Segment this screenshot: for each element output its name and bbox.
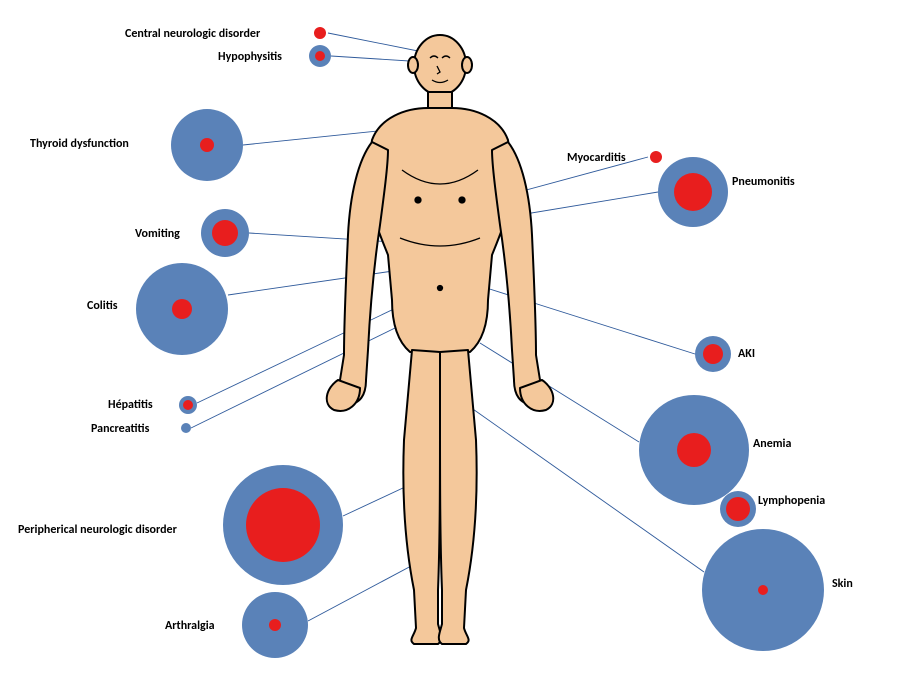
label-anemia: Anemia: [753, 438, 791, 451]
label-periph-neuro: Peripherical neurologic disorder: [18, 524, 177, 537]
label-skin: Skin: [832, 578, 853, 591]
label-pneumonitis: Pneumonitis: [732, 176, 795, 189]
label-vomiting: Vomiting: [135, 228, 180, 241]
label-lymphopenia: Lymphopenia: [758, 495, 825, 508]
label-central-neuro: Central neurologic disorder: [125, 28, 260, 41]
label-pancreatitis: Pancreatitis: [91, 423, 149, 436]
label-hepatitis: Hépatitis: [108, 399, 153, 412]
label-colitis: Colitis: [87, 300, 118, 313]
label-aki: AKI: [738, 348, 755, 361]
label-thyroid: Thyroid dysfunction: [30, 138, 129, 151]
label-arthralgia: Arthralgia: [165, 620, 215, 633]
label-myocarditis: Myocarditis: [567, 152, 626, 165]
label-hypophysitis: Hypophysitis: [218, 51, 282, 64]
body-figure: [0, 0, 900, 685]
